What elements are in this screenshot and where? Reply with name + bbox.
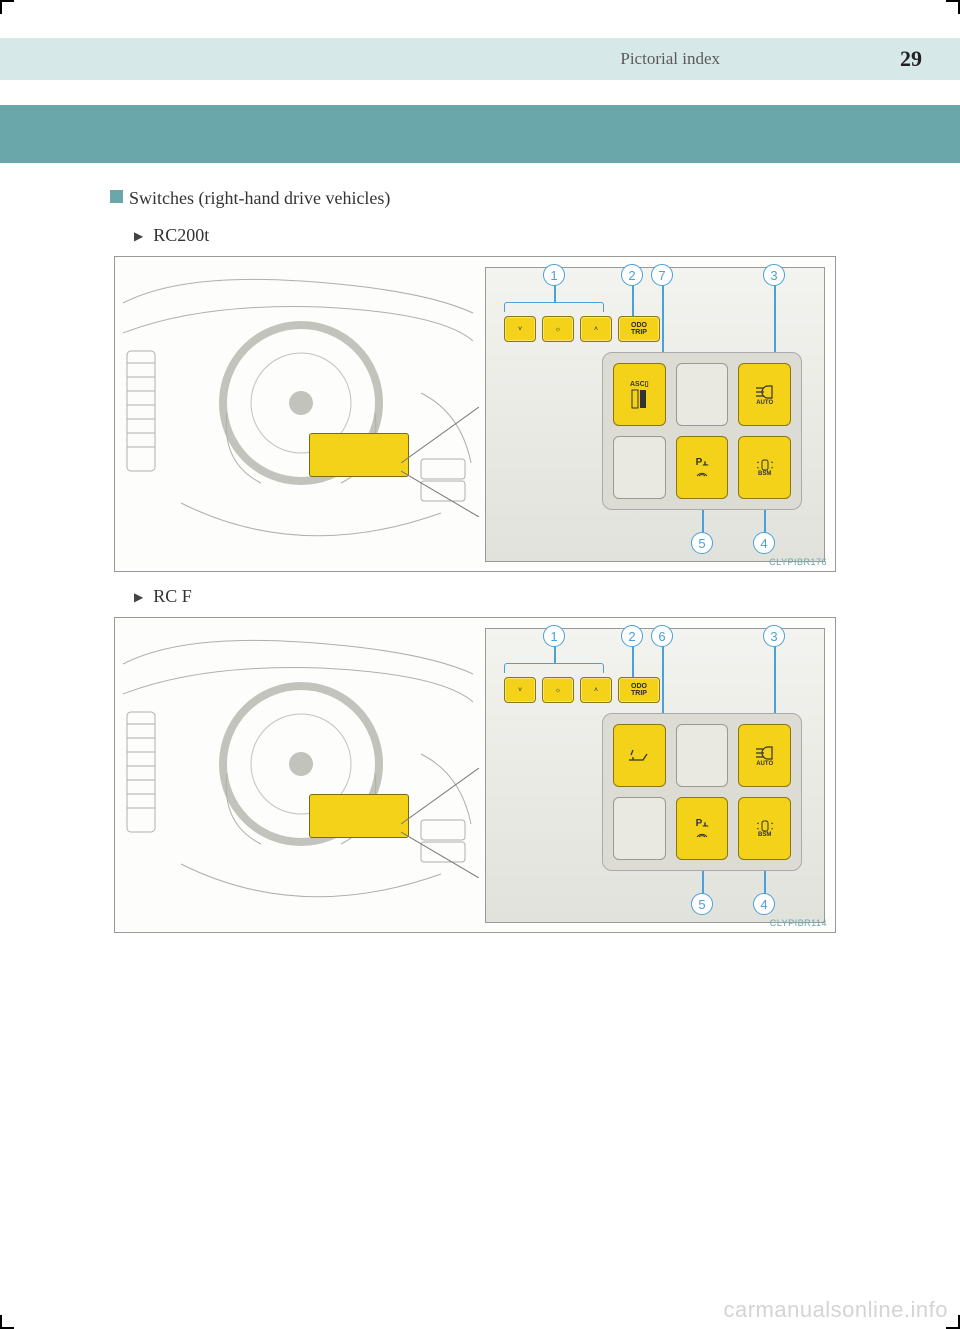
headlamp-icon	[754, 384, 776, 400]
asc-switch: ASC▯	[613, 363, 666, 426]
switch-panel-highlight	[309, 433, 409, 477]
wing-icon	[627, 748, 651, 764]
asc-icon	[630, 388, 648, 410]
header-accent-band	[0, 105, 960, 163]
diagram-rc200t: 1 2 7 3 ˅ ☼ ˄ ODO TRIP ASC▯ AUTO P⫠ BSM	[114, 256, 836, 572]
switch-panel: 1 2 6 3 ˅ ☼ ˄ ODO TRIP AUTO P⫠ BSM	[485, 628, 825, 923]
crop-mark	[934, 0, 960, 26]
callout-2: 2	[621, 625, 643, 647]
heading-bullet-icon	[110, 190, 123, 203]
blank-switch	[613, 436, 666, 499]
callout-7: 7	[651, 264, 673, 286]
rear-wing-switch	[613, 724, 666, 787]
brightness-up-button: ˄	[580, 677, 612, 703]
callout-leader	[774, 643, 776, 721]
section-title: Pictorial index	[620, 49, 720, 69]
model-label-1: ▶RC200t	[134, 225, 850, 246]
brightness-down-button: ˅	[504, 677, 536, 703]
auto-highbeam-switch: AUTO	[738, 724, 791, 787]
bsm-switch: BSM	[738, 797, 791, 860]
callout-2: 2	[621, 264, 643, 286]
watermark: carmanualsonline.info	[723, 1297, 948, 1323]
popout-leader	[401, 407, 479, 517]
parking-sensor-icon	[695, 468, 709, 478]
callout-bracket	[504, 663, 604, 673]
page-header: Pictorial index 29	[0, 38, 960, 80]
blank-switch	[676, 363, 729, 426]
callout-leader	[702, 871, 704, 895]
callout-1: 1	[543, 625, 565, 647]
callout-4: 4	[753, 532, 775, 554]
callout-6: 6	[651, 625, 673, 647]
blank-switch	[613, 797, 666, 860]
headlamp-icon	[754, 745, 776, 761]
triangle-bullet-icon: ▶	[134, 590, 143, 605]
popout-leader	[401, 768, 479, 878]
callout-leader	[764, 871, 766, 895]
heading: Switches (right-hand drive vehicles)	[110, 188, 850, 209]
callout-4: 4	[753, 893, 775, 915]
crop-mark	[0, 0, 26, 26]
callout-leader	[662, 282, 664, 360]
callout-3: 3	[763, 625, 785, 647]
switch-panel: 1 2 7 3 ˅ ☼ ˄ ODO TRIP ASC▯ AUTO P⫠ BSM	[485, 267, 825, 562]
switch-grid: ASC▯ AUTO P⫠ BSM	[602, 352, 802, 510]
brightness-up-button: ˄	[580, 316, 612, 342]
display-icon-button: ☼	[542, 677, 574, 703]
blank-switch	[676, 724, 729, 787]
page-number: 29	[900, 46, 922, 72]
diagram-rcf: 1 2 6 3 ˅ ☼ ˄ ODO TRIP AUTO P⫠ BSM	[114, 617, 836, 933]
callout-1: 1	[543, 264, 565, 286]
switch-panel-highlight	[309, 794, 409, 838]
callout-leader	[662, 643, 664, 721]
model-label-2: ▶RC F	[134, 586, 850, 607]
callout-5: 5	[691, 532, 713, 554]
display-icon-button: ☼	[542, 316, 574, 342]
parking-sensor-switch: P⫠	[676, 797, 729, 860]
parking-sensor-switch: P⫠	[676, 436, 729, 499]
crop-mark	[0, 1303, 26, 1329]
callout-leader	[764, 510, 766, 534]
diagram-code: CLYPIBR114	[770, 918, 827, 928]
parking-sensor-icon	[695, 829, 709, 839]
callout-3: 3	[763, 264, 785, 286]
display-control-row: ˅ ☼ ˄ ODO TRIP	[504, 677, 660, 703]
callout-leader	[632, 643, 634, 677]
callout-leader	[702, 510, 704, 534]
callout-leader	[632, 282, 634, 316]
brightness-down-button: ˅	[504, 316, 536, 342]
heading-text: Switches (right-hand drive vehicles)	[129, 188, 390, 208]
diagram-code: CLYPIBR176	[769, 557, 827, 567]
odo-trip-button: ODO TRIP	[618, 316, 660, 342]
triangle-bullet-icon: ▶	[134, 229, 143, 244]
bsm-icon	[757, 820, 773, 832]
callout-5: 5	[691, 893, 713, 915]
bsm-switch: BSM	[738, 436, 791, 499]
bsm-icon	[757, 459, 773, 471]
callout-leader	[774, 282, 776, 360]
odo-trip-button: ODO TRIP	[618, 677, 660, 703]
auto-highbeam-switch: AUTO	[738, 363, 791, 426]
callout-bracket	[504, 302, 604, 312]
switch-grid: AUTO P⫠ BSM	[602, 713, 802, 871]
display-control-row: ˅ ☼ ˄ ODO TRIP	[504, 316, 660, 342]
